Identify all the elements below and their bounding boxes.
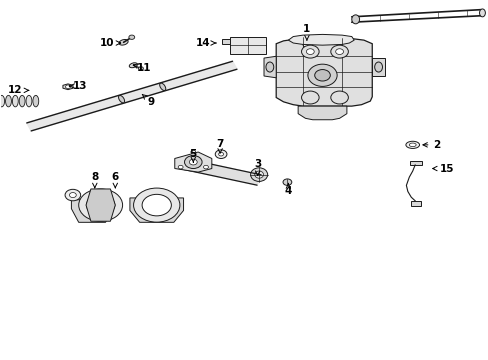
Text: 11: 11 bbox=[133, 63, 151, 73]
Circle shape bbox=[330, 91, 347, 104]
Text: 13: 13 bbox=[69, 81, 87, 91]
Ellipse shape bbox=[5, 95, 11, 107]
Polygon shape bbox=[86, 189, 115, 221]
Circle shape bbox=[303, 41, 312, 48]
Polygon shape bbox=[63, 84, 73, 90]
Polygon shape bbox=[288, 35, 353, 45]
Ellipse shape bbox=[374, 62, 382, 72]
Circle shape bbox=[189, 159, 197, 165]
Circle shape bbox=[301, 45, 319, 58]
Text: 12: 12 bbox=[8, 85, 29, 95]
Text: 8: 8 bbox=[91, 172, 98, 188]
Circle shape bbox=[283, 179, 291, 185]
Text: 14: 14 bbox=[195, 38, 216, 48]
Polygon shape bbox=[222, 40, 229, 44]
Ellipse shape bbox=[33, 95, 39, 107]
Ellipse shape bbox=[254, 171, 263, 178]
Polygon shape bbox=[409, 161, 422, 165]
Polygon shape bbox=[229, 37, 266, 54]
Ellipse shape bbox=[479, 9, 485, 17]
Ellipse shape bbox=[408, 143, 415, 147]
Ellipse shape bbox=[129, 63, 137, 68]
Ellipse shape bbox=[250, 168, 267, 181]
Polygon shape bbox=[410, 201, 420, 206]
Ellipse shape bbox=[160, 83, 165, 91]
Text: 1: 1 bbox=[303, 24, 310, 40]
Circle shape bbox=[184, 156, 202, 168]
Text: 9: 9 bbox=[142, 94, 154, 107]
Circle shape bbox=[129, 35, 134, 39]
Polygon shape bbox=[71, 200, 113, 222]
Circle shape bbox=[203, 165, 208, 169]
Circle shape bbox=[301, 91, 319, 104]
Ellipse shape bbox=[26, 95, 32, 107]
Ellipse shape bbox=[265, 62, 273, 72]
Polygon shape bbox=[176, 158, 261, 185]
Circle shape bbox=[215, 150, 226, 158]
Text: 15: 15 bbox=[432, 163, 453, 174]
Polygon shape bbox=[298, 106, 346, 120]
Ellipse shape bbox=[19, 95, 25, 107]
Circle shape bbox=[306, 49, 314, 54]
Polygon shape bbox=[130, 198, 183, 222]
Ellipse shape bbox=[119, 40, 128, 45]
Polygon shape bbox=[174, 152, 211, 172]
Ellipse shape bbox=[405, 141, 419, 148]
Ellipse shape bbox=[351, 15, 359, 24]
Ellipse shape bbox=[314, 69, 330, 81]
Ellipse shape bbox=[118, 95, 124, 103]
Circle shape bbox=[178, 165, 183, 169]
Text: 2: 2 bbox=[422, 140, 440, 150]
Circle shape bbox=[218, 152, 223, 156]
Polygon shape bbox=[371, 58, 384, 76]
Circle shape bbox=[65, 189, 81, 201]
Ellipse shape bbox=[12, 95, 18, 107]
Text: 4: 4 bbox=[284, 184, 291, 197]
Polygon shape bbox=[276, 37, 371, 106]
Ellipse shape bbox=[307, 64, 336, 86]
Text: 10: 10 bbox=[100, 38, 121, 48]
Circle shape bbox=[335, 49, 343, 54]
Ellipse shape bbox=[142, 194, 171, 216]
Ellipse shape bbox=[133, 188, 180, 222]
Text: 7: 7 bbox=[216, 139, 224, 153]
Circle shape bbox=[138, 67, 143, 70]
Circle shape bbox=[190, 150, 195, 154]
Text: 3: 3 bbox=[254, 159, 261, 175]
Circle shape bbox=[69, 193, 76, 198]
Polygon shape bbox=[264, 56, 276, 78]
Circle shape bbox=[65, 85, 70, 89]
Text: 5: 5 bbox=[189, 149, 197, 162]
Polygon shape bbox=[27, 61, 237, 131]
Ellipse shape bbox=[79, 189, 122, 221]
Ellipse shape bbox=[86, 195, 115, 216]
Circle shape bbox=[330, 45, 347, 58]
Text: 6: 6 bbox=[111, 172, 119, 188]
Ellipse shape bbox=[0, 95, 4, 107]
